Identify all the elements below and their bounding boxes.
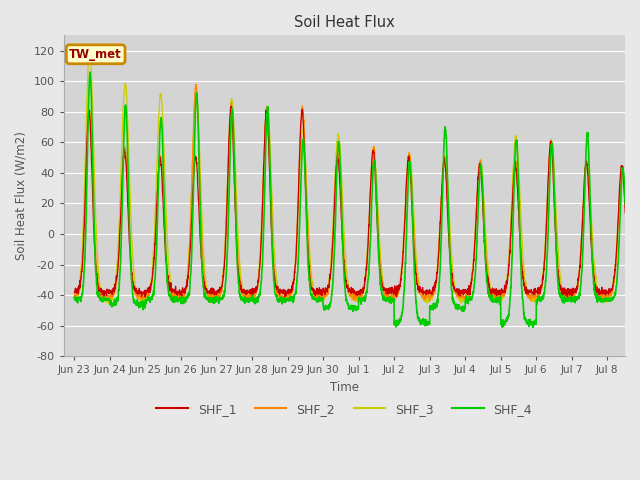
SHF_2: [531, 295, 538, 301]
SHF_1: [70, 289, 78, 295]
SHF_2: [192, 81, 200, 87]
Y-axis label: Soil Heat Flux (W/m2): Soil Heat Flux (W/m2): [15, 132, 28, 260]
SHF_3: [394, 291, 401, 297]
SHF_4: [631, 296, 639, 301]
SHF_1: [227, 103, 235, 109]
SHF_3: [106, 301, 113, 307]
SHF_2: [426, 298, 434, 304]
SHF_1: [562, 289, 570, 295]
SHF_3: [250, 295, 258, 300]
SHF_4: [127, 275, 135, 280]
SHF_4: [531, 322, 538, 327]
Line: SHF_1: SHF_1: [74, 106, 640, 298]
SHF_4: [250, 297, 258, 303]
SHF_2: [639, 293, 640, 299]
SHF_4: [563, 296, 570, 302]
SHF_3: [128, 230, 136, 236]
SHF_3: [86, 46, 93, 51]
SHF_2: [70, 294, 78, 300]
SHF_3: [563, 294, 570, 300]
SHF_2: [127, 258, 135, 264]
SHF_4: [393, 319, 401, 325]
Line: SHF_3: SHF_3: [74, 48, 640, 304]
SHF_2: [631, 292, 639, 298]
Line: SHF_2: SHF_2: [74, 84, 640, 301]
X-axis label: Time: Time: [330, 381, 359, 394]
SHF_2: [250, 293, 258, 299]
SHF_3: [639, 297, 640, 302]
SHF_4: [86, 69, 93, 75]
SHF_4: [70, 294, 78, 300]
Line: SHF_4: SHF_4: [74, 72, 640, 327]
SHF_3: [70, 296, 78, 302]
Text: TW_met: TW_met: [69, 48, 122, 61]
SHF_1: [530, 289, 538, 295]
SHF_3: [531, 297, 538, 302]
SHF_2: [563, 290, 570, 296]
SHF_1: [564, 295, 572, 300]
SHF_1: [250, 287, 258, 293]
Title: Soil Heat Flux: Soil Heat Flux: [294, 15, 395, 30]
Legend: SHF_1, SHF_2, SHF_3, SHF_4: SHF_1, SHF_2, SHF_3, SHF_4: [152, 398, 537, 420]
SHF_4: [639, 295, 640, 301]
SHF_1: [631, 289, 639, 295]
SHF_3: [631, 292, 639, 298]
SHF_2: [393, 294, 401, 300]
SHF_1: [393, 291, 401, 297]
SHF_4: [529, 324, 537, 330]
SHF_1: [127, 266, 135, 272]
SHF_1: [639, 288, 640, 293]
